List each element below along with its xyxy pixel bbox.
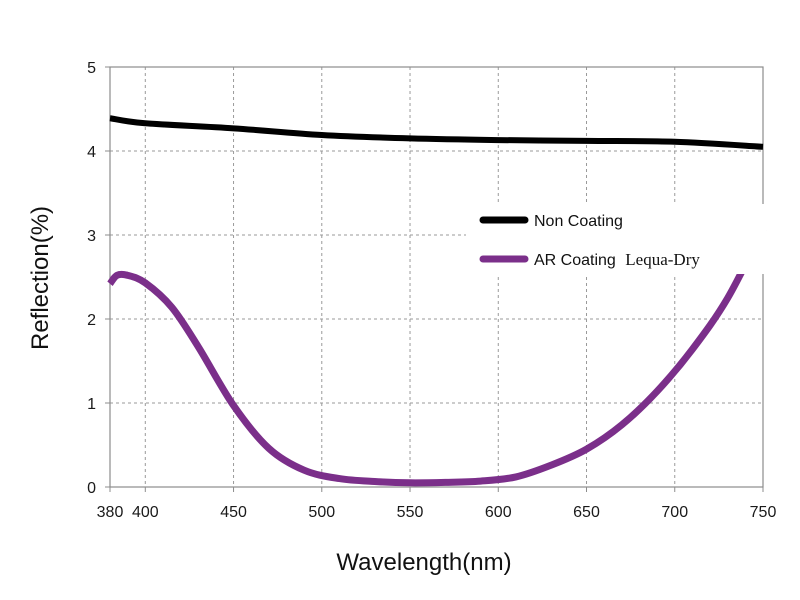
- y-tick-label: 0: [87, 480, 96, 497]
- data-series: [107, 115, 767, 487]
- x-tick-label: 700: [661, 504, 688, 521]
- ar-coating-line: [107, 227, 767, 487]
- x-tick-label: 550: [397, 504, 424, 521]
- legend: Non Coating AR Coating Lequa-Dry: [466, 204, 766, 274]
- x-tick-label: 650: [573, 504, 600, 521]
- x-tick-label: 600: [485, 504, 512, 521]
- axis-ticks: [105, 66, 764, 492]
- x-tick-label: 400: [132, 504, 159, 521]
- legend-label-ar-coating-product: Lequa-Dry: [625, 250, 700, 269]
- y-tick-label: 5: [87, 60, 96, 77]
- y-tick-label: 2: [87, 312, 96, 329]
- grid-lines: [110, 67, 763, 487]
- legend-label-ar-coating: AR Coating Lequa-Dry: [534, 250, 700, 269]
- y-tick-label: 4: [87, 144, 96, 161]
- axis-tick-labels: 380 400 450 500 550 600 650 700 750 0 1 2 3 4 5: [87, 60, 776, 521]
- legend-label-ar-coating-name: AR Coating: [534, 252, 616, 269]
- x-tick-label: 750: [750, 504, 777, 521]
- non-coating-line: [109, 115, 764, 150]
- legend-label-non-coating: Non Coating: [534, 213, 623, 230]
- y-axis-title: Reflection(%): [27, 206, 54, 350]
- x-axis-title: Wavelength(nm): [336, 549, 511, 576]
- x-tick-label: 380: [97, 504, 124, 521]
- y-tick-label: 1: [87, 396, 96, 413]
- x-tick-label: 500: [308, 504, 335, 521]
- x-tick-label: 450: [220, 504, 247, 521]
- y-tick-label: 3: [87, 228, 96, 245]
- plot-area-frame: [109, 66, 764, 488]
